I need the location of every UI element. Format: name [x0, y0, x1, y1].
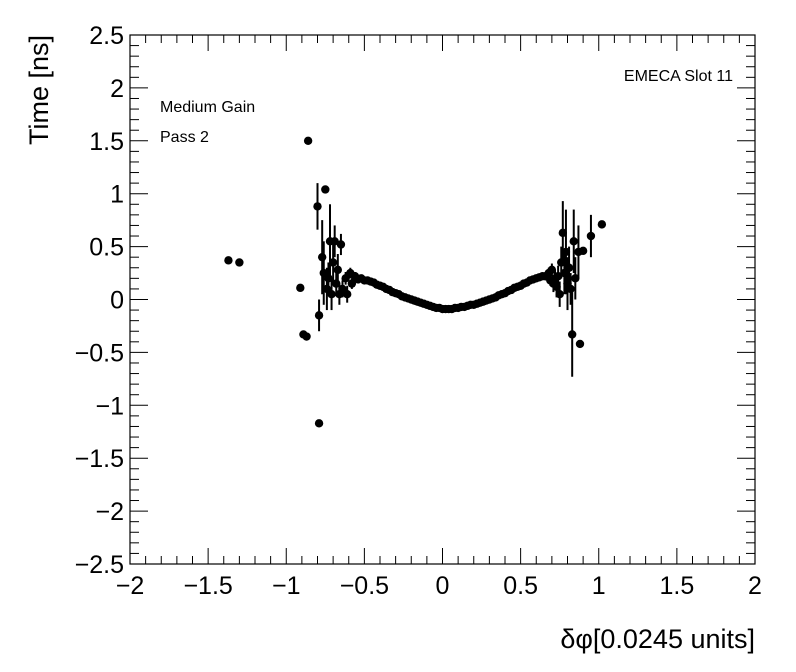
data-point: [553, 272, 563, 281]
data-point: [332, 279, 341, 288]
y-axis-title: Time [ns]: [24, 35, 54, 145]
data-point: [547, 265, 557, 275]
x-axis-title: δφ[0.0245 units]: [560, 624, 755, 654]
y-tick-label: −1: [95, 392, 124, 420]
data-point: [327, 290, 336, 299]
y-tick-label: 0: [110, 287, 124, 315]
y-tick-label: −2.5: [75, 551, 124, 579]
x-tick-label: −2: [116, 572, 145, 600]
data-point: [314, 419, 324, 428]
pass-label: Pass 2: [160, 129, 209, 146]
data-point: [566, 284, 575, 294]
gain-label: Medium Gain: [160, 99, 255, 116]
y-tick-label: −2: [95, 498, 124, 526]
x-tick-label: −1.5: [183, 572, 232, 600]
data-point: [333, 265, 343, 275]
slot-label: EMECA Slot 11: [624, 68, 733, 85]
data-point: [328, 258, 338, 267]
x-tick-label: 0: [436, 572, 450, 600]
data-point: [575, 339, 585, 349]
x-tick-label: 1.5: [659, 572, 694, 600]
data-point: [324, 274, 333, 283]
data-point: [552, 282, 561, 292]
data-points: [224, 136, 607, 428]
axis-ticks: [129, 34, 756, 565]
data-point: [555, 290, 564, 299]
data-point: [347, 279, 357, 288]
data-point: [296, 283, 305, 293]
data-point: [321, 185, 330, 194]
data-point: [336, 240, 346, 249]
y-tick-labels: 2.5 2 1.5 1 0.5 0 −0.5 −1 −1.5 −2 −2.5: [75, 22, 124, 579]
data-point: [302, 332, 311, 341]
data-point: [578, 246, 588, 256]
data-point: [571, 274, 580, 283]
y-tick-label: 0.5: [89, 234, 124, 262]
data-point: [314, 311, 324, 320]
data-point: [330, 237, 339, 246]
x-tick-label: 2: [748, 572, 762, 600]
data-point: [224, 256, 233, 265]
x-tick-label: 0.5: [503, 572, 538, 600]
y-tick-label: 2: [110, 75, 124, 103]
data-point: [569, 237, 578, 246]
data-point: [303, 136, 313, 145]
y-tick-label: 1: [110, 181, 124, 209]
data-point: [317, 252, 327, 262]
data-point: [561, 247, 571, 257]
y-tick-label: 1.5: [89, 128, 124, 156]
data-point: [558, 228, 568, 238]
y-tick-label: −0.5: [75, 339, 124, 367]
data-point: [586, 231, 596, 241]
data-point: [313, 202, 322, 211]
x-tick-label: −1: [272, 572, 301, 600]
x-tick-label: 1: [592, 572, 606, 600]
data-point: [557, 258, 566, 267]
data-point: [235, 258, 244, 267]
y-tick-label: −1.5: [75, 445, 124, 473]
data-point: [564, 263, 574, 272]
data-point: [342, 290, 352, 299]
data-point: [410, 296, 419, 305]
data-point: [597, 220, 607, 229]
y-tick-label: 2.5: [89, 22, 124, 50]
x-tick-labels: −2 −1.5 −1 −0.5 0 0.5 1 1.5 2: [116, 572, 762, 600]
data-point: [567, 330, 577, 339]
x-tick-label: −0.5: [340, 572, 389, 600]
